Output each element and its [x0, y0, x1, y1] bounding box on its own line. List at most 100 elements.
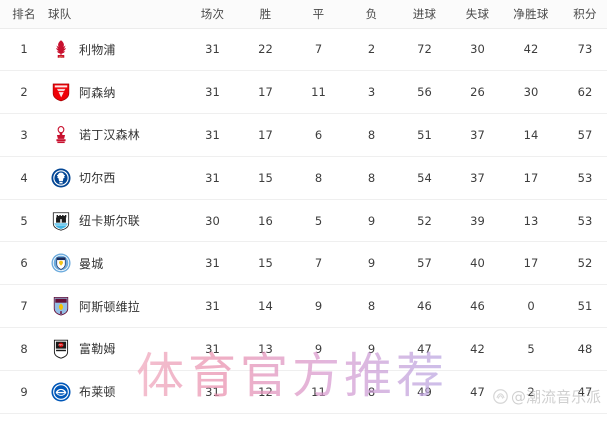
cell-team[interactable]: LFC 利物浦 — [48, 28, 186, 72]
cell-team[interactable]: 布莱顿 — [48, 370, 186, 414]
cell-drawn: 9 — [292, 327, 345, 371]
column-header-points[interactable]: 积分 — [558, 0, 607, 29]
cell-goals-against: 42 — [451, 327, 504, 371]
brighton-crest — [51, 382, 71, 402]
cell-drawn: 8 — [292, 156, 345, 200]
cell-goals-against: 46 — [451, 284, 504, 329]
cell-points: 53 — [558, 156, 607, 200]
cell-lost: 3 — [345, 70, 398, 115]
cell-won: 17 — [239, 70, 292, 115]
svg-text:FFC: FFC — [59, 344, 64, 347]
nottingham-forest-crest — [56, 126, 66, 144]
cell-drawn: 11 — [292, 70, 345, 115]
cell-team[interactable]: 阿斯顿维拉 — [48, 284, 186, 329]
team-name: 阿斯顿维拉 — [79, 299, 141, 314]
cell-won: 15 — [239, 241, 292, 286]
cell-team[interactable]: 诺丁汉森林 — [48, 113, 186, 157]
table-row[interactable]: 5 纽卡斯尔联 30 16 5 9 52 39 13 53 — [0, 199, 607, 243]
cell-goals-against: 40 — [451, 241, 504, 286]
cell-played: 31 — [186, 284, 239, 329]
column-header-team[interactable]: 球队 — [48, 0, 186, 29]
cell-rank: 6 — [0, 241, 48, 286]
table-body: 1 LFC 利物浦 31 22 7 2 72 30 42 73 2 阿 — [0, 28, 607, 414]
arsenal-crest — [52, 83, 70, 102]
cell-played: 31 — [186, 156, 239, 200]
column-header-goals-for[interactable]: 进球 — [398, 0, 451, 29]
cell-team[interactable]: FFC 富勒姆 — [48, 327, 186, 371]
cell-rank: 1 — [0, 28, 48, 72]
cell-goals-against: 37 — [451, 156, 504, 200]
cell-goals-for: 52 — [398, 199, 451, 243]
cell-lost: 2 — [345, 28, 398, 72]
cell-team[interactable]: 切尔西 — [48, 156, 186, 200]
cell-rank: 7 — [0, 284, 48, 329]
cell-drawn: 6 — [292, 113, 345, 157]
cell-won: 15 — [239, 156, 292, 200]
cell-goals-for: 56 — [398, 70, 451, 115]
cell-lost: 8 — [345, 156, 398, 200]
cell-lost: 8 — [345, 370, 398, 414]
aston-villa-crest — [53, 297, 69, 316]
cell-played: 31 — [186, 327, 239, 371]
team-name: 曼城 — [79, 256, 104, 271]
cell-rank: 3 — [0, 113, 48, 157]
league-standings-table: 排名 球队 场次 胜 平 负 进球 失球 净胜球 积分 1 LFC 利物浦 — [0, 0, 607, 414]
table-row[interactable]: 1 LFC 利物浦 31 22 7 2 72 30 42 73 — [0, 28, 607, 72]
cell-goals-for: 72 — [398, 28, 451, 72]
cell-team[interactable]: 阿森纳 — [48, 70, 186, 115]
table-row[interactable]: 9 布莱顿 31 12 11 8 49 47 2 47 — [0, 370, 607, 414]
cell-goal-diff: 14 — [504, 113, 558, 157]
cell-drawn: 5 — [292, 199, 345, 243]
cell-points: 73 — [558, 28, 607, 72]
team-name: 纽卡斯尔联 — [79, 214, 141, 229]
cell-rank: 4 — [0, 156, 48, 200]
team-name: 阿森纳 — [79, 85, 116, 100]
column-header-goals-against[interactable]: 失球 — [451, 0, 504, 29]
cell-lost: 9 — [345, 327, 398, 371]
table-row[interactable]: 3 诺丁汉森林 31 17 6 8 51 37 14 57 — [0, 113, 607, 157]
cell-goals-against: 30 — [451, 28, 504, 72]
cell-won: 16 — [239, 199, 292, 243]
cell-played: 30 — [186, 199, 239, 243]
cell-lost: 9 — [345, 241, 398, 286]
newcastle-crest — [52, 211, 70, 231]
cell-rank: 8 — [0, 327, 48, 371]
cell-played: 31 — [186, 70, 239, 115]
cell-goal-diff: 5 — [504, 327, 558, 371]
team-name: 利物浦 — [79, 42, 116, 57]
cell-goals-against: 39 — [451, 199, 504, 243]
cell-points: 62 — [558, 70, 607, 115]
header-row: 排名 球队 场次 胜 平 负 进球 失球 净胜球 积分 — [0, 0, 607, 29]
cell-won: 12 — [239, 370, 292, 414]
column-header-goal-diff[interactable]: 净胜球 — [504, 0, 558, 29]
cell-rank: 5 — [0, 199, 48, 243]
column-header-won[interactable]: 胜 — [239, 0, 292, 29]
cell-goals-for: 47 — [398, 327, 451, 371]
table-header: 排名 球队 场次 胜 平 负 进球 失球 净胜球 积分 — [0, 0, 607, 29]
team-name: 切尔西 — [79, 171, 116, 186]
table-row[interactable]: 8 FFC 富勒姆 31 13 9 9 47 42 5 48 — [0, 327, 607, 371]
table-row[interactable]: 6 曼城 31 15 7 9 57 40 17 52 — [0, 241, 607, 286]
cell-goal-diff: 30 — [504, 70, 558, 115]
table-row[interactable]: 7 阿斯顿维拉 31 14 9 8 46 46 0 51 — [0, 284, 607, 329]
table-row[interactable]: 2 阿森纳 31 17 11 3 56 26 30 62 — [0, 70, 607, 115]
column-header-played[interactable]: 场次 — [186, 0, 239, 29]
cell-points: 52 — [558, 241, 607, 286]
cell-goal-diff: 2 — [504, 370, 558, 414]
team-wrap: 诺丁汉森林 — [48, 124, 186, 146]
cell-goals-for: 49 — [398, 370, 451, 414]
cell-goals-against: 47 — [451, 370, 504, 414]
cell-points: 48 — [558, 327, 607, 371]
column-header-rank[interactable]: 排名 — [0, 0, 48, 29]
cell-played: 31 — [186, 370, 239, 414]
column-header-drawn[interactable]: 平 — [292, 0, 345, 29]
cell-goals-for: 57 — [398, 241, 451, 286]
cell-team[interactable]: 曼城 — [48, 241, 186, 286]
cell-goal-diff: 0 — [504, 284, 558, 329]
cell-team[interactable]: 纽卡斯尔联 — [48, 199, 186, 243]
cell-won: 14 — [239, 284, 292, 329]
cell-points: 51 — [558, 284, 607, 329]
column-header-lost[interactable]: 负 — [345, 0, 398, 29]
table-row[interactable]: 4 切尔西 31 15 8 8 54 37 17 53 — [0, 156, 607, 200]
